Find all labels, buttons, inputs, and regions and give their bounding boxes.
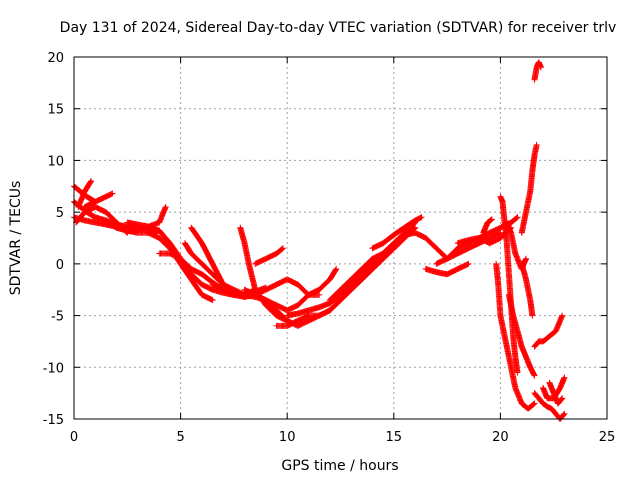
series-track [209, 276, 323, 300]
series-track [273, 224, 419, 329]
data-point-markers [546, 379, 566, 407]
chart-title: Day 131 of 2024, Sidereal Day-to-day VTE… [60, 20, 617, 36]
y-tick-label: 5 [56, 206, 64, 221]
data-point-markers [369, 214, 425, 252]
data-point-markers [188, 224, 227, 288]
data-point-markers [531, 312, 566, 350]
data-point-markers [81, 190, 116, 210]
data-point-markers [480, 216, 495, 236]
series-track [531, 312, 566, 350]
x-tick-label: 10 [279, 430, 296, 445]
y-tick-label: 15 [47, 103, 64, 118]
series-track [75, 178, 95, 210]
data-point-markers [493, 260, 538, 412]
series-track [518, 260, 536, 319]
series-track [546, 379, 566, 407]
x-tick-label: 20 [492, 430, 509, 445]
x-tick-label: 15 [386, 430, 403, 445]
series-track [252, 245, 286, 267]
data-point-markers [273, 224, 419, 329]
data-point-markers [252, 245, 286, 267]
series-track [493, 260, 538, 412]
data-point-markers [209, 276, 323, 300]
axis-ticks: 0 5 10 15 20 25 -15 -10 -5 0 5 10 15 20 [43, 51, 616, 445]
series-track [531, 59, 544, 83]
y-axis-label: SDTVAR / TECUs [8, 181, 24, 296]
data-point-markers [75, 178, 95, 210]
series-track [480, 216, 495, 236]
data-point-markers [505, 291, 538, 379]
y-tick-label: 20 [47, 51, 64, 66]
data-point-markers [531, 59, 544, 83]
x-tick-label: 0 [70, 430, 78, 445]
series-track [188, 224, 227, 288]
series-track [505, 291, 538, 379]
series-track [81, 190, 116, 210]
plot-frame [73, 56, 608, 420]
series-track [518, 141, 540, 236]
y-tick-label: 0 [56, 258, 64, 273]
data-point-markers [518, 260, 536, 319]
data-point-markers [518, 141, 540, 236]
y-tick-label: -10 [43, 361, 64, 376]
y-tick-label: -5 [51, 310, 64, 325]
x-tick-label: 25 [599, 430, 616, 445]
data-point-markers [422, 260, 472, 278]
y-tick-label: 10 [47, 154, 64, 169]
x-tick-label: 5 [176, 430, 184, 445]
data-point-markers [326, 229, 504, 304]
x-axis-label: GPS time / hours [281, 458, 398, 474]
series-track [531, 390, 568, 422]
series-track [326, 229, 504, 304]
grid-lines [74, 57, 607, 419]
data-points [71, 59, 568, 422]
data-point-markers [531, 390, 568, 422]
series-track [369, 214, 425, 252]
y-tick-label: -15 [43, 413, 64, 428]
series-track [422, 260, 472, 278]
